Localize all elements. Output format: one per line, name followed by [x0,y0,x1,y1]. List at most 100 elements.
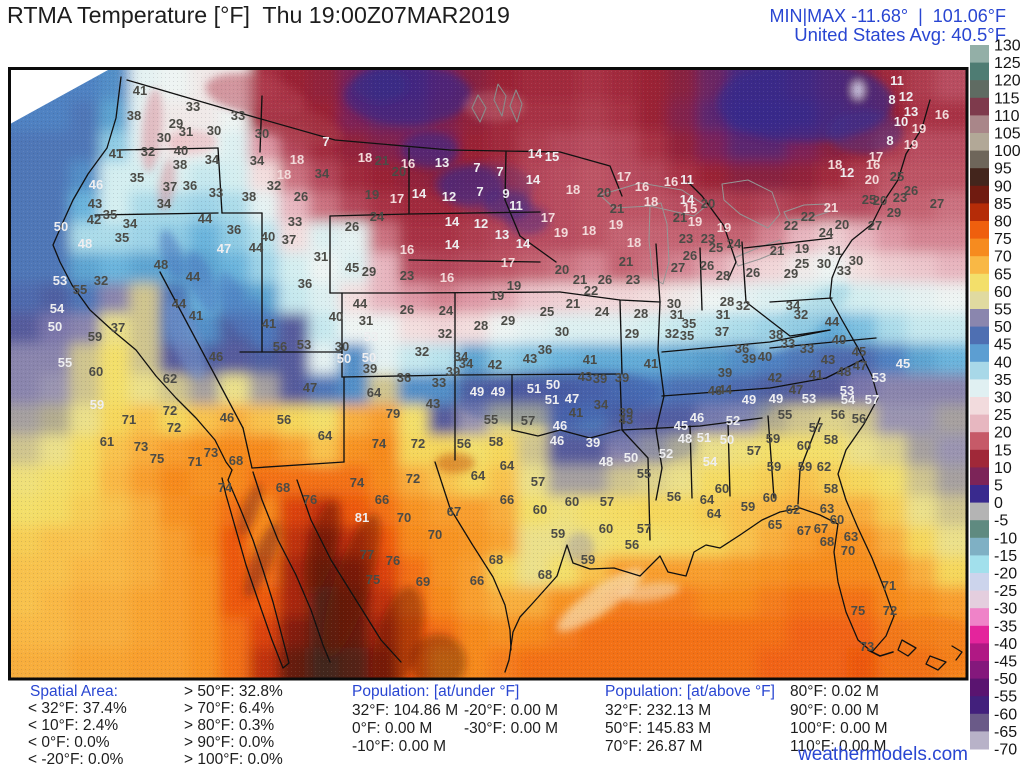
svg-text:21: 21 [610,201,624,216]
svg-text:31: 31 [314,249,328,264]
svg-text:14: 14 [680,192,695,207]
svg-text:19: 19 [717,220,731,235]
svg-text:30: 30 [667,296,681,311]
svg-text:19: 19 [365,187,379,202]
svg-text:-10: -10 [994,530,1017,547]
svg-text:71: 71 [882,578,896,593]
svg-text:46: 46 [220,410,234,425]
svg-text:18: 18 [627,235,641,250]
svg-text:-15: -15 [994,548,1017,565]
svg-text:115: 115 [994,90,1020,107]
svg-text:25: 25 [862,192,876,207]
svg-text:110: 110 [994,108,1020,125]
svg-text:21: 21 [824,200,838,215]
svg-text:9: 9 [502,186,509,201]
svg-text:37: 37 [111,320,125,335]
svg-text:53: 53 [872,370,886,385]
svg-text:50: 50 [994,319,1012,336]
svg-text:26: 26 [683,248,697,263]
svg-text:34: 34 [123,216,138,231]
svg-text:59: 59 [766,431,780,446]
svg-text:72: 72 [411,436,425,451]
svg-text:43: 43 [88,196,102,211]
svg-text:73: 73 [134,439,148,454]
svg-text:19: 19 [507,278,521,293]
svg-text:50: 50 [546,377,560,392]
svg-text:53: 53 [364,329,378,344]
svg-text:32: 32 [736,298,750,313]
svg-text:47: 47 [217,241,231,256]
svg-text:65: 65 [768,517,782,532]
svg-text:11: 11 [890,73,904,88]
svg-text:20: 20 [597,185,611,200]
svg-text:28: 28 [720,294,734,309]
svg-text:59: 59 [551,526,565,541]
svg-text:26: 26 [345,219,359,234]
svg-text:53: 53 [297,337,311,352]
svg-text:41: 41 [809,367,823,382]
svg-text:-60: -60 [994,706,1017,723]
svg-text:41: 41 [189,308,203,323]
svg-text:75: 75 [851,603,865,618]
svg-text:48: 48 [154,257,168,272]
svg-text:70: 70 [841,543,855,558]
svg-text:41: 41 [644,356,658,371]
svg-text:95: 95 [994,161,1012,178]
svg-text:56: 56 [457,436,471,451]
svg-text:31: 31 [179,124,193,139]
svg-text:19: 19 [904,137,918,152]
svg-text:17: 17 [617,169,631,184]
svg-text:56: 56 [852,411,866,426]
svg-text:14: 14 [516,236,531,251]
svg-text:32: 32 [141,144,155,159]
svg-text:48: 48 [837,364,851,379]
svg-text:43: 43 [619,412,633,427]
svg-text:66: 66 [500,492,514,507]
svg-text:63: 63 [820,501,834,516]
svg-text:37: 37 [282,232,296,247]
svg-text:12: 12 [442,189,456,204]
svg-text:25: 25 [709,240,723,255]
svg-text:63: 63 [844,529,858,544]
svg-text:14: 14 [445,214,460,229]
svg-text:68: 68 [820,534,834,549]
svg-text:22: 22 [584,283,598,298]
svg-text:41: 41 [569,405,583,420]
svg-text:105: 105 [994,126,1021,143]
svg-text:20: 20 [555,262,569,277]
svg-text:25: 25 [890,169,904,184]
svg-text:70: 70 [397,510,411,525]
svg-text:73: 73 [204,445,218,460]
svg-text:45: 45 [674,418,688,433]
svg-text:53: 53 [53,273,67,288]
svg-text:26: 26 [700,258,714,273]
svg-text:45: 45 [345,260,359,275]
svg-text:59: 59 [90,397,104,412]
svg-text:46: 46 [550,433,564,448]
svg-text:51: 51 [545,392,559,407]
svg-text:53: 53 [802,391,816,406]
svg-text:68: 68 [276,480,290,495]
svg-text:35: 35 [682,316,696,331]
svg-text:32: 32 [438,326,452,341]
svg-text:41: 41 [109,146,123,161]
svg-text:70: 70 [428,527,442,542]
svg-text:33: 33 [781,336,795,351]
svg-text:30: 30 [335,339,349,354]
svg-text:-30: -30 [994,601,1017,618]
svg-text:35: 35 [994,372,1012,389]
svg-text:43: 43 [523,351,537,366]
svg-text:29: 29 [625,326,639,341]
svg-text:77: 77 [360,547,374,562]
svg-text:52: 52 [659,446,673,461]
svg-text:55: 55 [637,466,651,481]
svg-text:18: 18 [828,157,842,172]
svg-text:47: 47 [565,391,579,406]
svg-text:44: 44 [718,382,733,397]
svg-text:100: 100 [994,143,1021,160]
svg-text:23: 23 [701,231,715,246]
svg-text:39: 39 [363,361,377,376]
svg-text:21: 21 [770,243,784,258]
svg-text:50: 50 [48,319,62,334]
svg-text:18: 18 [566,182,580,197]
